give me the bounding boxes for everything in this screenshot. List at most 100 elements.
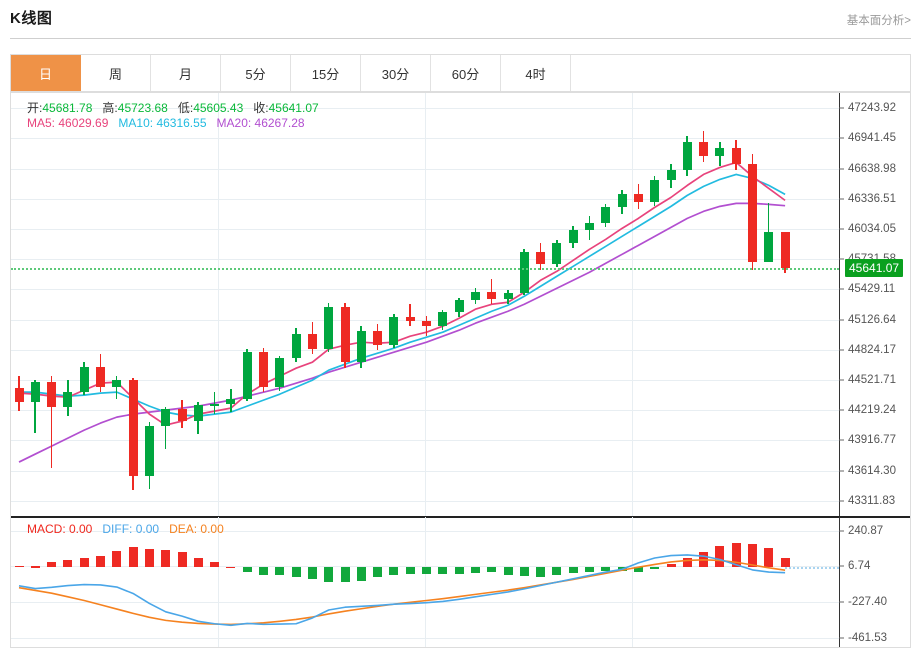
page-title: K线图 xyxy=(10,10,53,27)
price-axis-label: 45429.11 xyxy=(848,283,896,296)
candle-body xyxy=(780,232,790,269)
ma-legend: MA5: 46029.69 MA10: 46316.55 MA20: 46267… xyxy=(27,116,305,130)
chart-frame: 47243.92 46941.45 46638.98 46336.51 46034.05… xyxy=(10,92,911,648)
price-axis-tick xyxy=(839,168,844,169)
candle-body xyxy=(242,352,252,400)
macd-histogram-bar xyxy=(715,545,725,568)
current-price-line xyxy=(11,268,839,271)
price-axis-tick xyxy=(839,379,844,381)
macd-histogram-bar xyxy=(454,567,464,574)
candle-body xyxy=(373,331,383,346)
macd-histogram-bar xyxy=(259,567,268,576)
fundamental-analysis-link[interactable]: 基本面分析> xyxy=(846,15,911,27)
macd-histogram-bar xyxy=(438,567,448,575)
candle-body xyxy=(193,405,203,422)
tab-2[interactable]: 月 xyxy=(151,55,221,91)
candle-wick xyxy=(490,279,493,305)
candle-body xyxy=(161,409,171,427)
candlestick xyxy=(96,93,106,516)
period-tab-bar: 日 周 月 5分 15分 30分 60分 4时 xyxy=(10,54,911,92)
macd-histogram-bar xyxy=(144,549,154,568)
price-axis-label: 46336.51 xyxy=(848,192,896,205)
candlestick xyxy=(666,93,676,516)
candle-body xyxy=(47,382,57,408)
price-axis-label: 47243.92 xyxy=(848,102,896,115)
macd-histogram-bar xyxy=(470,567,480,574)
candlestick xyxy=(112,93,122,516)
macd-legend: MACD: 0.00 DIFF: 0.00 DEA: 0.00 xyxy=(27,522,224,536)
macd-histogram-bar xyxy=(519,567,529,577)
price-axis-label: 43916.77 xyxy=(848,434,896,447)
macd-plot-area[interactable] xyxy=(11,517,839,647)
candlestick xyxy=(503,93,513,516)
macd-histogram-bar xyxy=(161,550,171,568)
candlestick xyxy=(748,93,758,516)
tab-6[interactable]: 60分 xyxy=(431,55,501,91)
candlestick xyxy=(650,93,660,516)
current-price-badge: 45641.07 xyxy=(845,259,904,278)
price-plot-area[interactable] xyxy=(11,93,839,516)
candle-body xyxy=(470,292,480,301)
candlestick xyxy=(275,93,285,516)
tab-7[interactable]: 4时 xyxy=(501,55,571,91)
macd-histogram-bar xyxy=(193,557,203,568)
macd-histogram-bar xyxy=(389,567,399,575)
price-axis-label: 44521.71 xyxy=(848,373,896,386)
candle-body xyxy=(536,252,546,265)
candle-wick xyxy=(50,376,53,469)
candle-body xyxy=(324,307,334,350)
candlestick xyxy=(177,93,187,516)
tab-0[interactable]: 日 xyxy=(11,55,81,91)
macd-histogram-bar xyxy=(63,559,73,568)
macd-histogram-bar xyxy=(633,567,643,572)
tab-1[interactable]: 周 xyxy=(81,55,151,91)
candle-body xyxy=(617,194,627,208)
candlestick xyxy=(731,93,741,516)
macd-histogram-bar xyxy=(373,567,383,577)
candlestick xyxy=(259,93,269,516)
candle-wick xyxy=(409,304,411,327)
tab-label: 月 xyxy=(178,66,192,82)
candlestick xyxy=(63,93,73,516)
candlestick xyxy=(519,93,529,516)
price-axis-tick xyxy=(839,349,844,351)
candle-body xyxy=(96,367,105,388)
candle-body xyxy=(291,334,301,359)
tab-3[interactable]: 5分 xyxy=(221,55,291,91)
price-vertical-gridline xyxy=(218,93,219,516)
panel-separator xyxy=(11,516,910,518)
ma10-line xyxy=(19,173,786,417)
candle-body xyxy=(748,164,757,263)
price-axis-tick xyxy=(839,470,844,472)
candle-body xyxy=(552,243,562,265)
header-divider xyxy=(10,38,911,39)
tab-label: 日 xyxy=(38,66,52,82)
candlestick xyxy=(144,93,154,516)
price-axis-tick xyxy=(839,107,844,109)
candle-body xyxy=(275,358,285,388)
candlestick xyxy=(568,93,578,516)
macd-histogram-bar xyxy=(568,567,578,573)
price-axis-label: 43614.30 xyxy=(848,464,896,477)
tab-label: 4时 xyxy=(525,66,546,82)
price-axis-tick xyxy=(839,500,844,502)
candlestick xyxy=(307,93,317,516)
candle-wick xyxy=(115,376,118,400)
dea-legend-value: DEA: 0.00 xyxy=(169,522,224,536)
price-axis-tick xyxy=(839,258,844,260)
candle-body xyxy=(585,223,594,231)
tab-4[interactable]: 15分 xyxy=(291,55,361,91)
macd-histogram-bar xyxy=(487,567,497,573)
ma20-legend-value: MA20: 46267.28 xyxy=(216,116,305,130)
tab-5[interactable]: 30分 xyxy=(361,55,431,91)
candle-body xyxy=(63,392,73,408)
candlestick xyxy=(715,93,725,516)
macd-axis-tick xyxy=(839,530,844,532)
ma5-legend-value: MA5: 46029.69 xyxy=(27,116,109,130)
candlestick xyxy=(373,93,383,516)
diff-legend-value: DIFF: 0.00 xyxy=(102,522,160,536)
candle-body xyxy=(601,207,611,224)
candlestick xyxy=(340,93,350,516)
price-axis-label: 46638.98 xyxy=(848,162,896,175)
